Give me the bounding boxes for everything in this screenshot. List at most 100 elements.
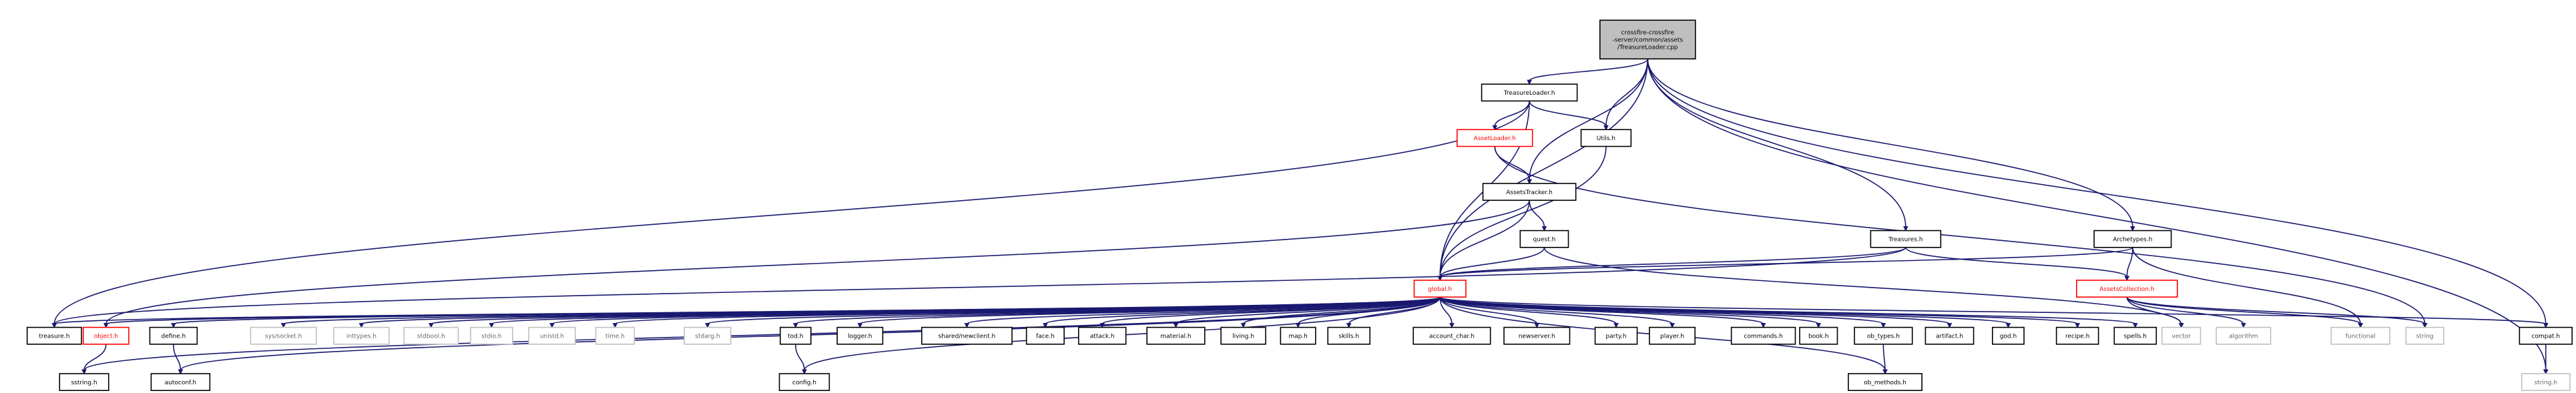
edge-arrowhead <box>2241 323 2246 328</box>
edge-line <box>1494 146 2426 324</box>
node-recipe-h[interactable]: recipe.h <box>2055 326 2099 345</box>
edge-line <box>1439 296 2547 325</box>
edge-line <box>1543 247 2182 324</box>
node-newserver-h[interactable]: newserver.h <box>1503 326 1571 345</box>
edge-arrowhead <box>1492 125 1498 131</box>
node-spells-h[interactable]: spells.h <box>2113 326 2157 345</box>
node-attack-h[interactable]: attack.h <box>1077 326 1127 345</box>
node-label: stdio.h <box>481 334 501 340</box>
edge-treasures-h-to-treasure-h <box>51 247 1906 328</box>
node-config-h[interactable]: config.h <box>778 373 830 392</box>
edge-global-h-to-party-h <box>1439 296 1619 328</box>
node-label: compat.h <box>2531 334 2560 340</box>
node-box <box>2055 326 2099 345</box>
node-treasures-h[interactable]: Treasures.h <box>1870 230 1942 248</box>
node-label: config.h <box>792 380 816 386</box>
node-material-h[interactable]: material.h <box>1146 326 1206 345</box>
node-label: unistd.h <box>540 334 564 340</box>
node-box <box>1457 129 1533 147</box>
node-face-h[interactable]: face.h <box>1025 326 1065 345</box>
node-box <box>149 326 198 345</box>
edge-line <box>173 344 182 371</box>
node-define-h[interactable]: define.h <box>149 326 198 345</box>
node-label: AssetLoader.h <box>1474 135 1516 142</box>
node-logger-h[interactable]: logger.h <box>836 326 884 345</box>
node-commands-h[interactable]: commands.h <box>1730 326 1796 345</box>
node-label: -server/common/assets <box>1612 37 1683 44</box>
edge-treasures-h-to-global-h <box>1437 247 1906 282</box>
node-party-h[interactable]: party.h <box>1594 326 1638 345</box>
edge-treasureloader-h-to-treasure-h <box>51 101 1530 328</box>
node-living-h[interactable]: living.h <box>1220 326 1266 345</box>
node-unistd-h: unistd.h <box>528 326 576 345</box>
node-label: autoconf.h <box>165 380 197 386</box>
edge-arrowhead <box>2422 323 2428 328</box>
node-assetloader-h[interactable]: AssetLoader.h <box>1457 129 1533 147</box>
node-tod-h[interactable]: tod.h <box>780 326 812 345</box>
node-treasureloader-h[interactable]: TreasureLoader.h <box>1481 83 1578 102</box>
node-compat-h[interactable]: compat.h <box>2519 326 2573 345</box>
node-sstring-h[interactable]: sstring.h <box>59 373 109 392</box>
node-label: attack.h <box>1090 334 1115 340</box>
node-artifact-h[interactable]: artifact.h <box>1924 326 1975 345</box>
edge-arrowhead <box>81 369 87 375</box>
node-label: AssetsCollection.h <box>2099 286 2154 293</box>
node-main[interactable]: crossfire-crossfire-server/common/assets… <box>1599 19 1696 60</box>
node-assetstracker-h[interactable]: AssetsTracker.h <box>1482 183 1577 201</box>
node-box <box>2405 326 2444 345</box>
edge-line <box>1175 296 1441 325</box>
edge-assetscollection-h-to-vector <box>2126 297 2184 328</box>
edge-line <box>1439 247 1545 278</box>
node-book-h[interactable]: book.h <box>1799 326 1838 345</box>
edge-archetypes-h-to-global-h <box>1437 247 2133 282</box>
edge-arrowhead <box>1541 226 1547 232</box>
node-box <box>82 326 130 345</box>
node-skills-h[interactable]: skills.h <box>1327 326 1371 345</box>
node-global-h[interactable]: global.h <box>1413 280 1467 298</box>
node-box <box>1025 326 1065 345</box>
node-box <box>684 326 732 345</box>
edge-assetscollection-h-to-algorithm <box>2126 296 2246 328</box>
edge-line <box>1905 247 2128 278</box>
edge-treasureloader-h-to-assetloader-h <box>1492 101 1530 131</box>
edge-line <box>859 296 1441 325</box>
node-assetscollection-h[interactable]: AssetsCollection.h <box>2076 280 2178 298</box>
node-box <box>1848 373 1922 392</box>
node-ob-types-h[interactable]: ob_types.h <box>1854 326 1913 345</box>
edge-global-h-to-player-h <box>1439 296 1675 328</box>
node-layer: crossfire-crossfire-server/common/assets… <box>26 19 2573 392</box>
node-box <box>2216 326 2272 345</box>
node-archetypes-h[interactable]: Archetypes.h <box>2093 230 2172 248</box>
node-box <box>778 373 830 392</box>
edge-arrowhead <box>1882 369 1888 375</box>
node-label: algorithm <box>2229 334 2258 340</box>
edge-line <box>1439 200 1530 277</box>
node-box <box>26 326 82 345</box>
edge-assetloader-h-to-assetstracker-h <box>1494 146 1532 185</box>
node-treasure-h[interactable]: treasure.h <box>26 326 82 345</box>
node-label: map.h <box>1288 334 1308 340</box>
node-box <box>59 373 109 392</box>
edge-arrowhead <box>857 323 863 328</box>
node-box <box>1870 230 1942 248</box>
node-account-char-h[interactable]: account_char.h <box>1412 326 1491 345</box>
edge-line <box>1605 59 1649 127</box>
node-map-h[interactable]: map.h <box>1280 326 1316 345</box>
node-utils-h[interactable]: Utils.h <box>1580 129 1632 147</box>
edge-arrowhead <box>280 323 286 328</box>
node-object-h[interactable]: object.h <box>82 326 130 345</box>
node-box <box>1924 326 1975 345</box>
node-box <box>1220 326 1266 345</box>
node-box <box>2161 326 2202 345</box>
node-quest-h[interactable]: quest.h <box>1519 230 1569 248</box>
edge-global-h-to-artifact-h <box>1439 296 1953 328</box>
node-ob-methods-h[interactable]: ob_methods.h <box>1848 373 1922 392</box>
node-stdio-h: stdio.h <box>470 326 513 345</box>
edge-arrowhead <box>1527 179 1532 185</box>
node-box <box>1649 326 1696 345</box>
node-autoconf-h[interactable]: autoconf.h <box>150 373 211 392</box>
node-god-h[interactable]: god.h <box>1992 326 2025 345</box>
node-shared-newclient-h[interactable]: shared/newclient.h <box>921 326 1013 345</box>
node-player-h[interactable]: player.h <box>1649 326 1696 345</box>
